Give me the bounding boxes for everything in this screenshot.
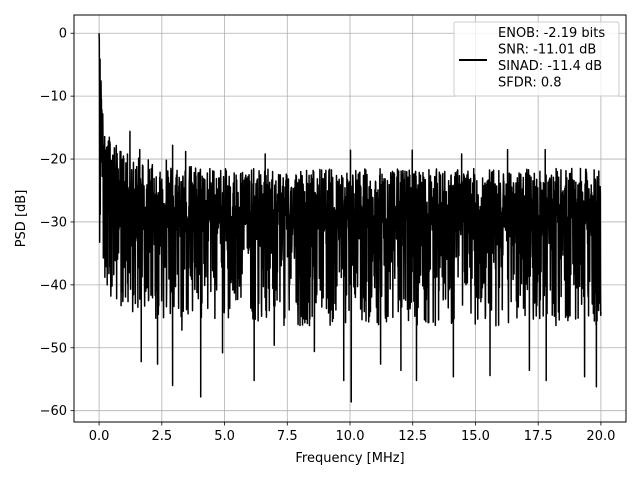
y-tick-label: −50 <box>40 341 67 356</box>
y-tick-label: −20 <box>40 153 67 168</box>
y-tick-label: −40 <box>40 278 67 293</box>
x-tick-label: 20.0 <box>586 429 615 444</box>
x-tick-label: 0.0 <box>89 429 110 444</box>
x-tick-label: 12.5 <box>398 429 427 444</box>
y-tick-label: −30 <box>40 215 67 230</box>
x-tick-label: 10.0 <box>336 429 365 444</box>
psd-trace <box>98 33 602 403</box>
x-tick-label: 7.5 <box>277 429 298 444</box>
legend-snr: SNR: -11.01 dB <box>498 43 596 58</box>
y-tick-label: 0 <box>59 27 67 42</box>
data-layer <box>98 33 602 403</box>
legend-sinad: SINAD: -11.4 dB <box>498 59 602 74</box>
legend-box <box>453 21 620 97</box>
x-tick-label: 15.0 <box>461 429 490 444</box>
y-axis-label: PSD [dB] <box>14 190 29 248</box>
legend: ENOB: -2.19 bits SNR: -11.01 dB SINAD: -… <box>453 21 620 97</box>
y-tick-label: −10 <box>40 90 67 105</box>
x-tick-label: 5.0 <box>214 429 235 444</box>
x-axis-label: Frequency [MHz] <box>295 451 404 466</box>
ticks: 0.0 2.5 5.0 7.5 10.0 12.5 15.0 17.5 20.0 0 −10 −20 −… <box>40 27 616 444</box>
legend-sfdr: SFDR: 0.8 <box>498 76 562 91</box>
y-tick-label: −60 <box>40 404 67 419</box>
legend-enob: ENOB: -2.19 bits <box>498 26 605 41</box>
x-tick-label: 2.5 <box>151 429 172 444</box>
x-tick-label: 17.5 <box>524 429 553 444</box>
